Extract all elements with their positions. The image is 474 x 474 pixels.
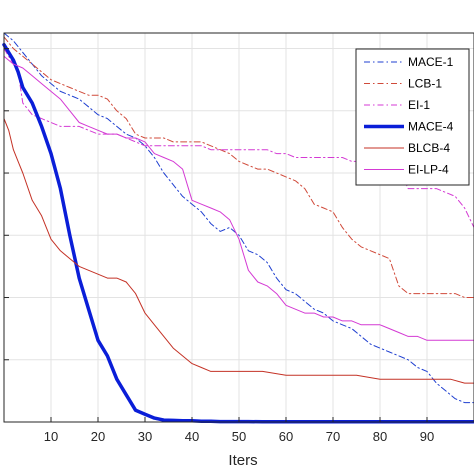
x-axis-label: Iters [228,452,257,469]
series-line-ei-lp-4 [3,55,474,341]
tick-layer: 10 20 30 40 50 60 70 80 90 [4,48,434,444]
series-line-lcb-1 [3,36,474,298]
legend-box [355,48,470,186]
legend-label: LCB-1 [408,77,442,91]
legend-label: EI-LP-4 [408,163,449,177]
x-tick-label: 60 [279,429,293,444]
legend-label: BLCB-4 [408,141,450,155]
legend-label: MACE-4 [408,120,454,134]
x-tick-label: 20 [91,429,105,444]
series-line-blcb-4 [3,118,474,384]
x-tick-label: 70 [326,429,340,444]
series-line-mace-1 [3,32,474,404]
legend-label: MACE-1 [408,55,454,69]
x-tick-label: 10 [44,429,58,444]
x-tick-label: 50 [232,429,246,444]
x-tick-label: 30 [138,429,152,444]
legend: MACE-1 LCB-1 EI-1 MACE-4 BLCB-4 EI-LP-4 [355,48,470,186]
series-line-ei-1 [3,48,474,228]
x-tick-label: 90 [420,429,434,444]
x-tick-label: 80 [373,429,387,444]
legend-label: EI-1 [408,98,430,112]
x-tick-label: 40 [185,429,199,444]
